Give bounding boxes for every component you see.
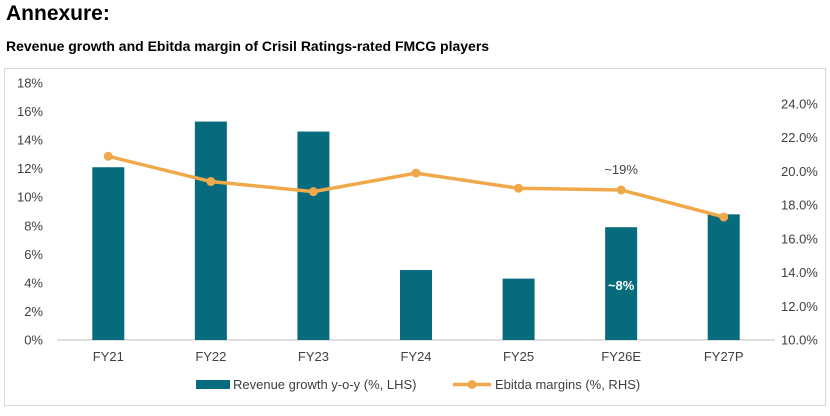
right-tick-label: 14.0% [781,265,818,280]
chart-container: 0% 2% 4% 6% 8% 10% 12% 14% 16% 18% 10.0% 12.0% 14.0… [4,68,826,406]
legend-bar-label: Revenue growth y-o-y (%, LHS) [233,377,417,392]
chart-title: Revenue growth and Ebitda margin of Cris… [6,38,490,54]
legend-line-marker [467,380,477,389]
line-annotation: ~19% [604,162,638,177]
left-tick-label: 14% [17,133,43,148]
revenue-bars [92,121,740,340]
revenue-bar [605,227,638,340]
legend-bar-swatch [196,380,230,389]
left-tick-label: 6% [24,247,43,262]
right-tick-label: 10.0% [781,333,818,348]
chart-annotations: ~19% ~8% [604,162,638,293]
revenue-bar [297,131,330,340]
page-heading: Annexure: [6,2,110,25]
x-tick-label: FY25 [503,349,534,364]
revenue-bar [194,121,227,340]
ebitda-point [206,177,216,187]
left-tick-label: 2% [24,304,43,319]
left-tick-label: 16% [17,104,43,119]
left-tick-label: 18% [17,76,43,91]
ebitda-point [411,168,421,178]
left-axis-ticks: 0% 2% 4% 6% 8% 10% 12% 14% 16% 18% [17,76,43,348]
ebitda-point [308,187,318,197]
ebitda-point [616,185,626,195]
right-tick-label: 18.0% [781,198,818,213]
right-tick-label: 12.0% [781,299,818,314]
left-tick-label: 4% [24,275,43,290]
bar-annotation: ~8% [608,278,635,293]
right-tick-label: 24.0% [781,97,818,112]
left-tick-label: 0% [24,333,43,348]
x-tick-label: FY21 [93,349,124,364]
revenue-bar [707,214,740,340]
right-tick-label: 22.0% [781,130,818,145]
combo-chart: 0% 2% 4% 6% 8% 10% 12% 14% 16% 18% 10.0% 12.0% 14.0… [17,76,818,393]
ebitda-point [514,183,524,193]
x-tick-label: FY22 [195,349,226,364]
legend-line-label: Ebitda margins (%, RHS) [495,377,640,392]
right-tick-label: 16.0% [781,231,818,246]
right-axis-ticks: 10.0% 12.0% 14.0% 16.0% 18.0% 20.0% 22.0% 24.0% [781,97,818,348]
x-tick-label: FY27P [704,349,744,364]
x-tick-label: FY26E [601,349,641,364]
revenue-bar [502,278,535,340]
x-axis-labels: FY21 FY22 FY23 FY24 FY25 FY26E FY27P [93,349,744,364]
left-tick-label: 8% [24,218,43,233]
revenue-bar [400,270,432,340]
ebitda-points [103,151,729,222]
left-tick-label: 10% [17,190,43,205]
ebitda-point [719,212,729,222]
left-tick-label: 12% [17,161,43,176]
x-tick-label: FY23 [298,349,329,364]
legend: Revenue growth y-o-y (%, LHS) Ebitda mar… [196,377,640,392]
ebitda-point [103,151,113,161]
revenue-bar [92,167,125,340]
x-tick-label: FY24 [400,349,431,364]
right-tick-label: 20.0% [781,164,818,179]
